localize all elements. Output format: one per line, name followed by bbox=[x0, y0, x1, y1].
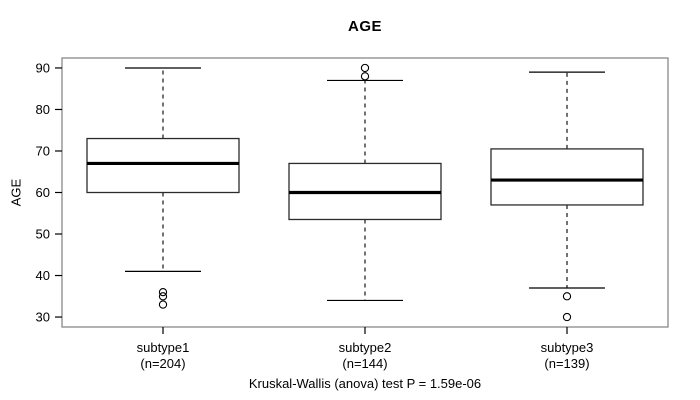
y-axis-title: AGE bbox=[8, 178, 24, 207]
chart-title: AGE bbox=[347, 18, 382, 35]
x-category-sublabel: (n=144) bbox=[342, 356, 387, 371]
outlier-point-subtype1 bbox=[158, 292, 168, 301]
x-category-sublabel: (n=139) bbox=[544, 356, 589, 371]
x-category-sublabel: (n=204) bbox=[140, 356, 185, 371]
y-tick-label: 30 bbox=[36, 310, 50, 325]
outlier-point-subtype3 bbox=[562, 312, 572, 322]
y-tick-label: 70 bbox=[36, 143, 50, 158]
x-category-label: subtype2 bbox=[339, 340, 392, 355]
outlier-point-subtype2 bbox=[360, 63, 370, 73]
iqr-box-subtype3 bbox=[490, 148, 644, 206]
outlier-point-subtype1 bbox=[158, 300, 168, 309]
outlier-point-subtype1 bbox=[158, 287, 168, 297]
iqr-box-subtype1 bbox=[86, 137, 240, 194]
outlier-point-subtype3 bbox=[562, 292, 572, 301]
x-category-label: subtype1 bbox=[137, 340, 190, 355]
x-category-label: subtype3 bbox=[541, 340, 594, 355]
y-tick-label: 80 bbox=[36, 102, 50, 117]
y-tick-label: 40 bbox=[36, 268, 50, 283]
y-tick-label: 90 bbox=[36, 60, 50, 75]
y-tick-label: 50 bbox=[36, 227, 50, 242]
outlier-point-subtype2 bbox=[360, 72, 370, 81]
kruskal-wallis-annotation: Kruskal-Wallis (anova) test P = 1.59e-06 bbox=[248, 376, 482, 391]
y-tick-label: 60 bbox=[36, 185, 50, 200]
